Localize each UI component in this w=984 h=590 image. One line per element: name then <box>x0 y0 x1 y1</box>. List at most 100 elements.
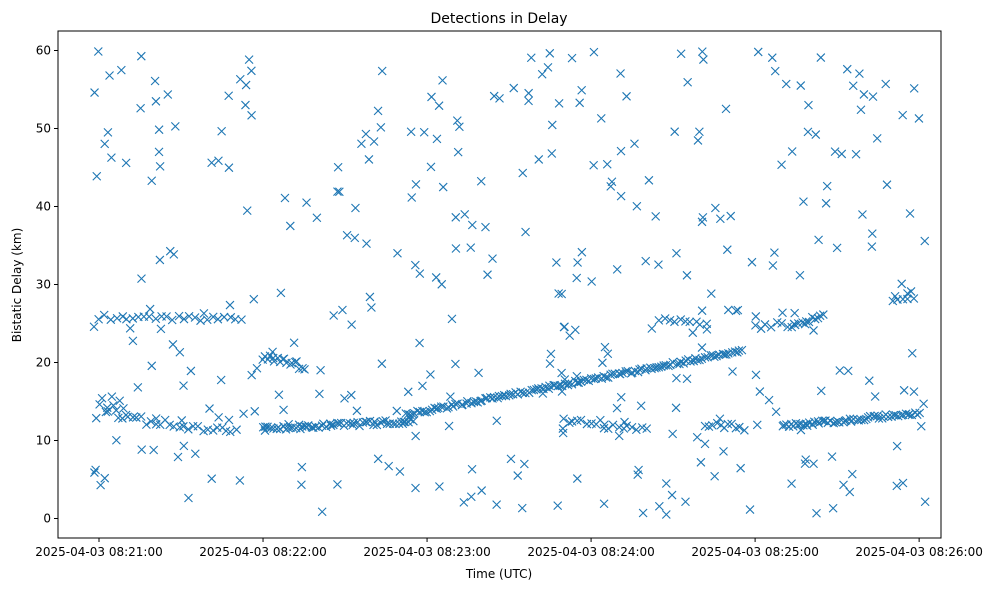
data-point <box>601 373 611 382</box>
data-point <box>832 243 842 253</box>
data-point <box>91 413 101 423</box>
data-point <box>460 209 470 219</box>
data-point <box>235 476 245 485</box>
data-point <box>452 116 462 125</box>
data-point <box>821 198 831 208</box>
data-point <box>745 505 755 514</box>
data-point <box>883 412 893 422</box>
data-point <box>545 48 555 58</box>
data-point <box>537 69 547 79</box>
data-point <box>726 211 736 221</box>
data-point <box>174 311 184 321</box>
data-point <box>766 322 776 332</box>
x-axis: 2025-04-03 08:21:00 2025-04-03 08:22:00 20… <box>35 538 983 559</box>
data-point <box>288 423 298 432</box>
data-point <box>616 191 626 201</box>
data-point <box>342 418 351 428</box>
data-point <box>909 83 919 93</box>
data-point <box>347 320 357 330</box>
data-point <box>244 55 254 65</box>
data-point <box>842 64 852 74</box>
data-point <box>178 421 188 431</box>
data-point <box>145 304 155 314</box>
data-point <box>93 47 103 56</box>
data-point <box>839 480 848 490</box>
data-point <box>208 426 218 435</box>
data-point <box>219 312 229 322</box>
data-point <box>627 422 637 432</box>
data-point <box>411 180 421 189</box>
data-point <box>100 473 110 483</box>
data-point <box>814 235 823 245</box>
data-point <box>897 410 906 420</box>
data-point <box>345 419 355 428</box>
data-point <box>694 127 704 137</box>
data-point <box>848 81 858 91</box>
data-point <box>167 315 177 325</box>
data-point <box>467 220 477 230</box>
data-point <box>179 441 189 451</box>
data-point <box>151 96 161 106</box>
data-point <box>632 201 642 211</box>
data-point <box>144 312 154 322</box>
data-point <box>811 130 821 139</box>
data-point <box>524 88 534 98</box>
data-point <box>213 314 223 324</box>
data-point <box>920 497 930 507</box>
data-point <box>155 255 165 265</box>
data-point <box>557 387 567 396</box>
data-point <box>771 407 781 417</box>
data-point <box>156 324 166 334</box>
data-point <box>553 501 563 511</box>
data-point <box>333 187 342 197</box>
data-point <box>847 469 857 479</box>
data-point <box>506 454 516 464</box>
data-point <box>224 163 234 173</box>
y-tick-label: 20 <box>36 356 51 370</box>
data-point <box>719 446 728 456</box>
data-point <box>466 243 476 252</box>
data-point <box>783 322 792 332</box>
data-point <box>809 459 818 469</box>
data-point <box>467 464 477 474</box>
data-point <box>422 407 432 417</box>
data-point <box>237 315 246 324</box>
data-point <box>804 317 814 327</box>
data-point <box>600 342 610 352</box>
x-axis-label: Time (UTC) <box>465 567 532 581</box>
data-point <box>644 175 654 185</box>
data-point <box>92 171 102 181</box>
data-point <box>634 465 643 475</box>
data-point <box>777 160 786 170</box>
data-point <box>736 463 746 473</box>
data-point <box>280 193 290 203</box>
data-point <box>723 419 733 429</box>
data-point <box>706 289 716 299</box>
data-point <box>190 449 200 459</box>
data-point <box>434 101 444 111</box>
data-point <box>418 381 427 391</box>
x-tick-label: 2025-04-03 08:23:00 <box>363 545 490 559</box>
data-point <box>116 65 126 75</box>
data-point <box>747 257 757 267</box>
data-point <box>807 312 817 322</box>
data-point <box>146 417 156 426</box>
data-point <box>115 396 125 406</box>
data-point <box>898 110 908 120</box>
data-point <box>810 314 820 324</box>
data-point <box>247 110 256 120</box>
data-point <box>407 193 417 202</box>
data-point <box>226 312 236 322</box>
data-point <box>128 336 138 346</box>
data-point <box>796 425 806 435</box>
data-point <box>688 328 698 338</box>
data-point <box>177 416 187 425</box>
data-point <box>224 91 234 101</box>
data-point <box>859 415 869 425</box>
data-point <box>492 416 502 426</box>
data-point <box>315 389 324 399</box>
data-point <box>357 139 366 149</box>
data-point <box>378 416 388 426</box>
data-point <box>874 414 884 423</box>
data-point <box>567 53 577 63</box>
